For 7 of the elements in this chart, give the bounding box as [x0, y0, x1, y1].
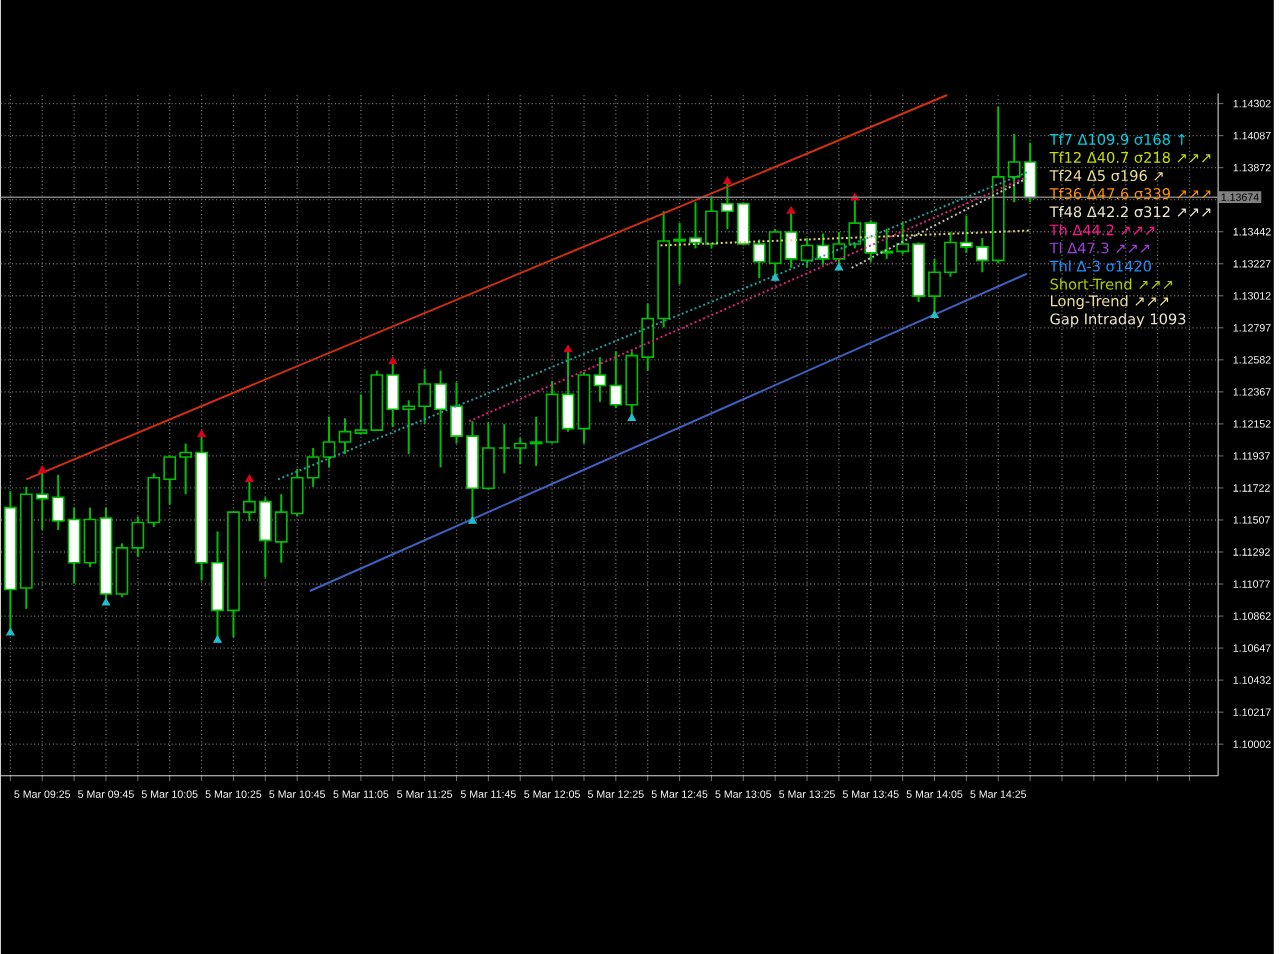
candlestick: [816, 232, 830, 266]
candlestick: [83, 506, 97, 568]
candlestick: [322, 415, 336, 469]
candlestick: [800, 236, 814, 269]
candlestick: [497, 422, 511, 474]
candlestick: [561, 348, 575, 433]
candlestick: [338, 416, 352, 455]
